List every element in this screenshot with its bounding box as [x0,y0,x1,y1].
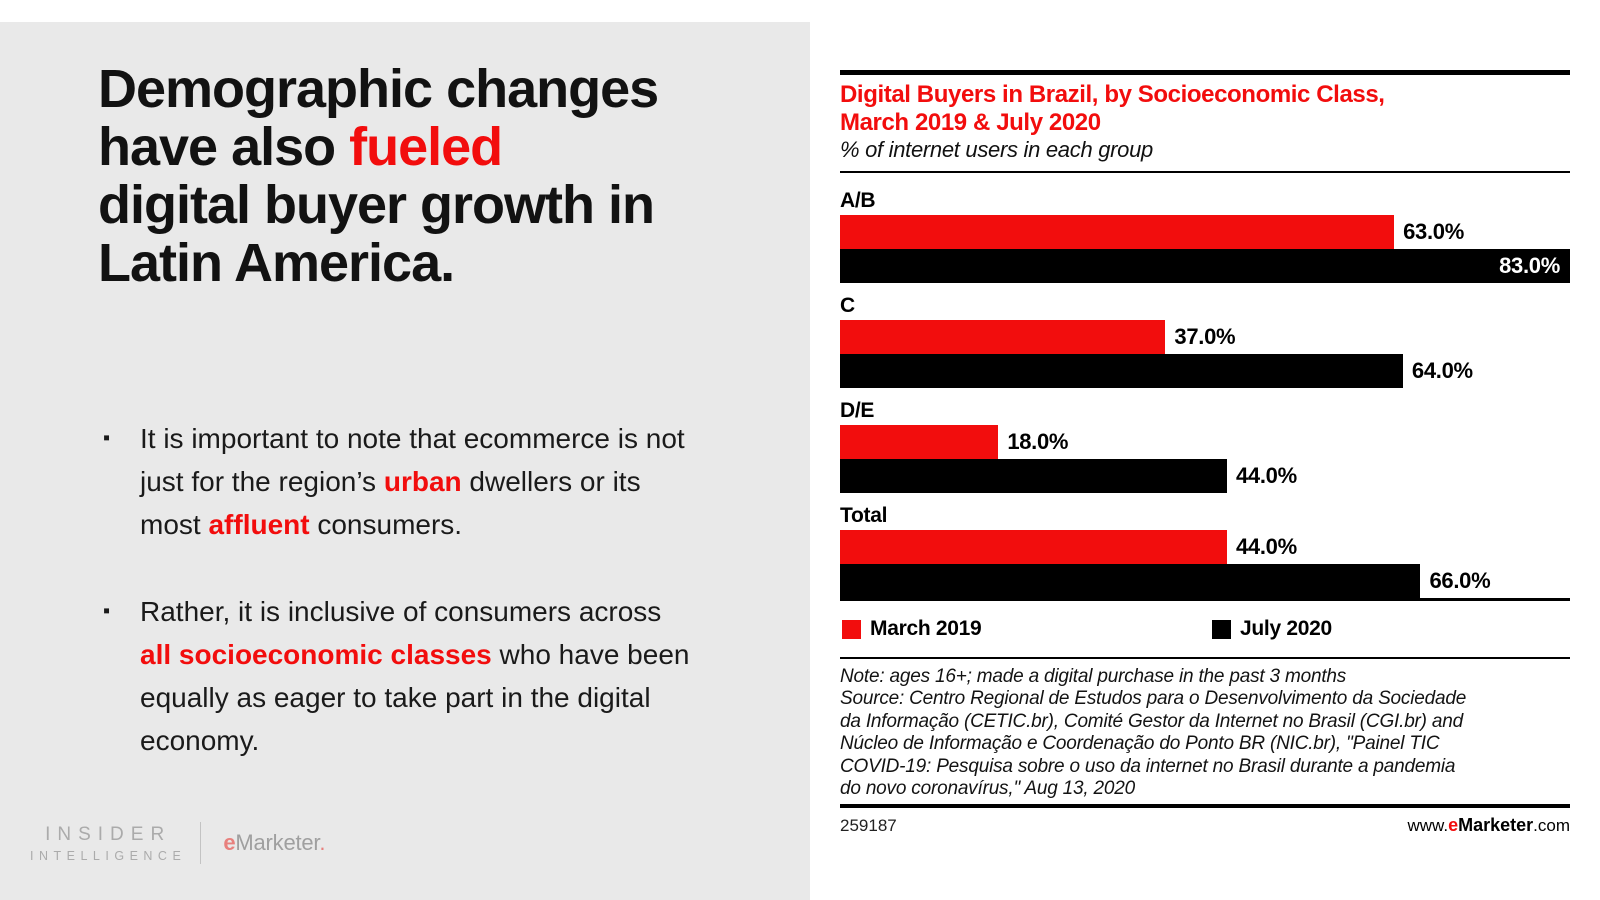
category-label: D/E [840,399,875,422]
category-label: Total [840,504,888,527]
bar-row: 18.0% [840,425,1570,459]
bullet-marker: ▪ [103,427,111,449]
bar-group: Total 44.0% 66.0% [840,504,1570,598]
highlighted-text: urban [383,466,462,497]
bar-group: A/B 63.0% 83.0% [840,189,1570,283]
legend-label: July 2020 [1240,617,1332,640]
category-label: C [840,294,855,317]
url-brand-e: e [1448,815,1459,836]
bar-value-label: 44.0% [1235,463,1297,488]
insider-logo-line2: INTELLIGENCE [30,848,187,863]
emarketer-logo: eMarketer. [223,830,325,856]
bullet-item: ▪ It is important to note that ecommerce … [103,417,743,546]
chart-title: Digital Buyers in Brazil, by Socioeconom… [840,81,1385,136]
chart-panel: Digital Buyers in Brazil, by Socioeconom… [840,70,1570,836]
chart-notes: Note: ages 16+; made a digital purchase … [840,666,1570,800]
chart-bottom-rule [840,804,1570,809]
text-segment: It is important to note that ecommerce i… [140,423,685,497]
bar-row: 37.0% [840,320,1570,354]
bar [840,320,1166,354]
url-brand-rest: Marketer [1458,815,1534,836]
chart-header-rule [840,171,1570,173]
category-label: A/B [840,189,876,212]
left-panel: Demographic changes have also fueled dig… [0,22,810,900]
highlighted-text: all socioeconomic classes [140,639,492,670]
bullet-item: ▪ Rather, it is inclusive of consumers ac… [103,590,743,762]
bar-value-label: 18.0% [1007,429,1069,454]
highlighted-text: fueled [349,117,503,177]
bar: 83.0% [840,249,1570,283]
legend-bottom-rule [840,657,1570,659]
legend-label: March 2019 [870,617,982,640]
bar-value-label: 63.0% [1403,219,1464,244]
bar-row: 83.0% [840,249,1570,283]
bullet-list: ▪ It is important to note that ecommerce … [103,417,743,762]
bar-value-label: 64.0% [1411,358,1473,383]
bar [840,354,1403,388]
insider-logo-line1: INSIDER [45,823,172,845]
chart-legend: March 2019 July 2020 [840,601,1570,657]
bar-row: 63.0% [840,215,1570,249]
chart-id-number: 259187 [840,816,897,836]
bar-value-label: 83.0% [1499,253,1560,278]
headline: Demographic changes have also fueled dig… [98,60,778,292]
bar [840,459,1227,493]
bar [840,425,999,459]
chart-plot-bottom-rule [840,598,1570,601]
bar-chart: A/B 63.0% 83.0% C 37.0% 64.0% D/E 18.0% 44.0% Tot… [840,189,1570,598]
highlighted-text: affluent [208,509,310,540]
note-line: do novo coronavírus," Aug 13, 2020 [840,778,1136,800]
url-suffix: .com [1533,816,1570,836]
bar-row: 44.0% [840,530,1570,564]
text-segment: who have been equally as eager to take p… [140,639,690,756]
bar-row: 66.0% [840,564,1570,598]
bar [840,215,1395,249]
note-line: Note: ages 16+; made a digital purchase … [840,666,1347,687]
insider-intelligence-logo: INSIDER INTELLIGENCE [30,824,186,863]
legend-swatch [1212,619,1231,639]
emarketer-url[interactable]: www.eMarketer.com [1407,815,1570,836]
bar-row: 64.0% [840,354,1570,388]
legend-item: July 2020 [1212,617,1332,641]
bar [840,530,1227,564]
bar-row: 44.0% [840,459,1570,493]
emarketer-logo-rest: Marketer [235,830,320,855]
url-prefix: www. [1407,816,1449,836]
bar-value-label: 37.0% [1174,324,1236,349]
bullet-marker: ▪ [103,600,111,622]
chart-top-rule [840,70,1570,75]
text-segment: Rather, it is inclusive of consumers acr… [140,596,662,627]
bar-value-label: 44.0% [1235,534,1297,559]
emarketer-logo-e: e [223,830,236,855]
bar-value-label: 66.0% [1429,568,1491,593]
bar-group: D/E 18.0% 44.0% [840,399,1570,493]
note-line: da Informação (CETIC.br), Comité Gestor … [840,710,1463,732]
chart-footer: 259187 www.eMarketer.com [840,815,1570,836]
text-segment: Demographic changes have also [98,59,659,177]
note-line: COVID-19: Pesquisa sobre o uso da intern… [840,755,1456,777]
note-line: Núcleo de Informação e Coordenação do Po… [840,733,1440,755]
logo-divider [200,822,202,864]
emarketer-logo-dot: . [319,830,326,855]
note-line: Source: Centro Regional de Estudos para … [840,688,1467,710]
brand-footer: INSIDER INTELLIGENCE eMarketer. [30,822,325,864]
bar-group: C 37.0% 64.0% [840,294,1570,388]
text-segment: dwellers or its most [140,466,641,540]
text-segment: consumers. [309,509,463,540]
legend-swatch [842,619,861,639]
text-segment: digital buyer growth in Latin America. [98,175,655,293]
chart-subtitle: % of internet users in each group [840,137,1153,162]
legend-item: March 2019 [842,617,982,641]
bar [840,564,1421,598]
